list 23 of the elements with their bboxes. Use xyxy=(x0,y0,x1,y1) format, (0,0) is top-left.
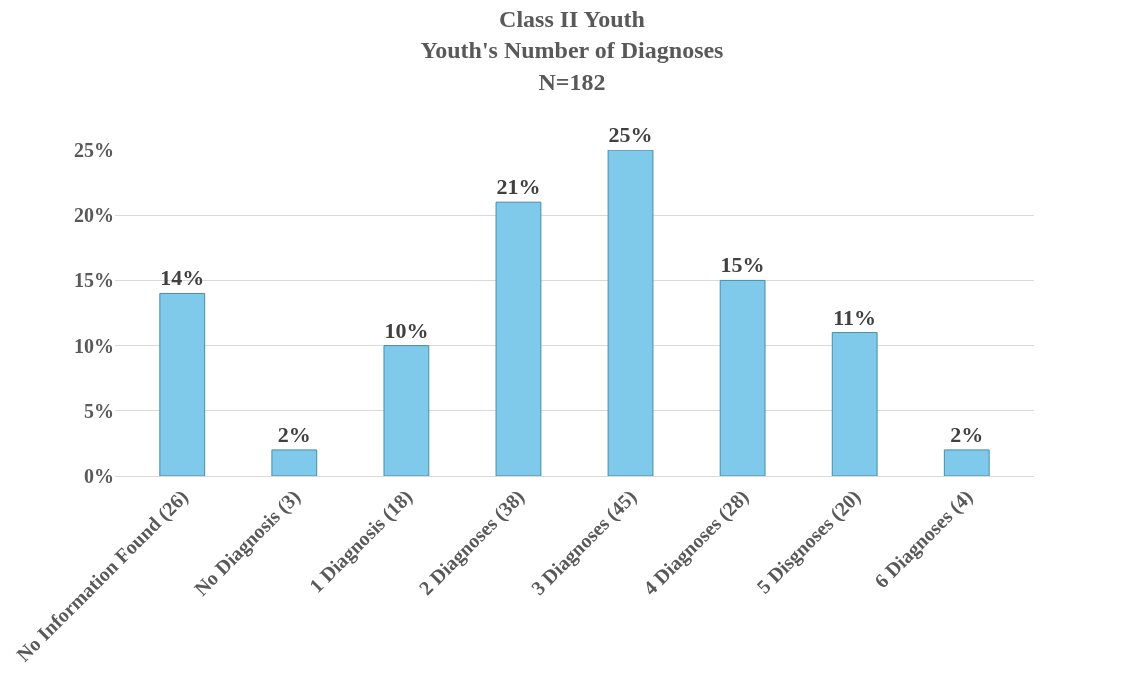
data-label: 2% xyxy=(277,421,311,447)
data-label: 11% xyxy=(833,304,877,330)
y-tick-label: 25% xyxy=(74,139,114,161)
bar xyxy=(831,332,878,476)
data-label: 2% xyxy=(950,421,984,447)
bar xyxy=(495,201,542,476)
bar xyxy=(719,279,766,476)
y-tick-label: 0% xyxy=(84,465,114,487)
chart-title: Class II Youth Youth's Number of Diagnoses N=182 xyxy=(420,6,724,95)
y-tick-label: 20% xyxy=(74,204,114,227)
data-label: 14% xyxy=(160,265,205,291)
data-label: 15% xyxy=(720,252,765,278)
bar xyxy=(159,292,206,476)
data-label: 10% xyxy=(384,317,429,343)
bar xyxy=(383,345,430,476)
bar xyxy=(607,150,654,476)
y-tick-label: 5% xyxy=(84,399,114,422)
y-tick-label: 15% xyxy=(74,269,114,292)
bar xyxy=(943,449,990,476)
data-label: 21% xyxy=(496,174,541,200)
y-tick-label: 10% xyxy=(74,334,114,357)
bar xyxy=(271,449,318,476)
data-label: 25% xyxy=(608,122,653,147)
